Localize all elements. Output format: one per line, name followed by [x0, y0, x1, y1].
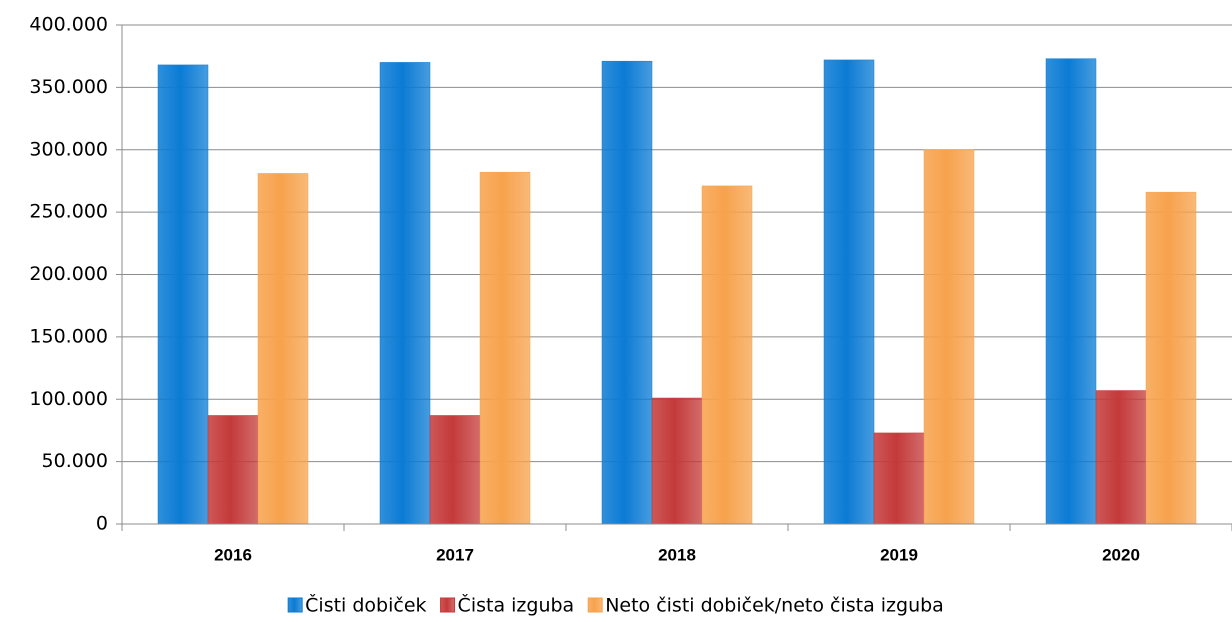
x-tick-label: 2020 [1102, 545, 1140, 564]
y-tick-label: 250.000 [29, 201, 108, 223]
bar [1145, 191, 1197, 525]
legend-marker [440, 597, 456, 613]
legend-marker [587, 597, 603, 613]
legend-label: Čista izguba [458, 593, 575, 617]
x-tick-label: 2018 [658, 545, 696, 564]
bar [823, 59, 875, 525]
bar [923, 149, 975, 525]
y-tick-label: 100.000 [29, 388, 108, 410]
y-tick-label: 300.000 [29, 138, 108, 160]
bar [1045, 58, 1097, 525]
bar [379, 62, 431, 525]
bar [257, 173, 309, 525]
y-tick-label: 350.000 [29, 76, 108, 98]
y-tick-label: 0 [96, 513, 108, 535]
legend: Čisti dobiček Čista izguba Neto čisti dobi… [287, 593, 944, 617]
x-tick-label: 2019 [880, 545, 918, 564]
x-tick-label: 2017 [436, 545, 474, 564]
bar [873, 432, 925, 525]
bar [157, 64, 209, 525]
y-tick-label: 200.000 [29, 263, 108, 285]
x-tick-label: 2016 [214, 545, 252, 564]
y-tick-label: 400.000 [29, 14, 108, 36]
bar [207, 415, 259, 525]
bar [1095, 390, 1147, 525]
y-tick-label: 150.000 [29, 325, 108, 347]
y-tick-label: 50.000 [42, 450, 108, 472]
bar [429, 415, 481, 525]
bar [701, 185, 753, 525]
bar [479, 171, 531, 525]
legend-label: Čisti dobiček [305, 593, 426, 617]
legend-label: Neto čisti dobiček/neto čista izguba [605, 595, 944, 617]
legend-marker [287, 597, 303, 613]
bar [601, 60, 653, 525]
bar [651, 397, 703, 525]
